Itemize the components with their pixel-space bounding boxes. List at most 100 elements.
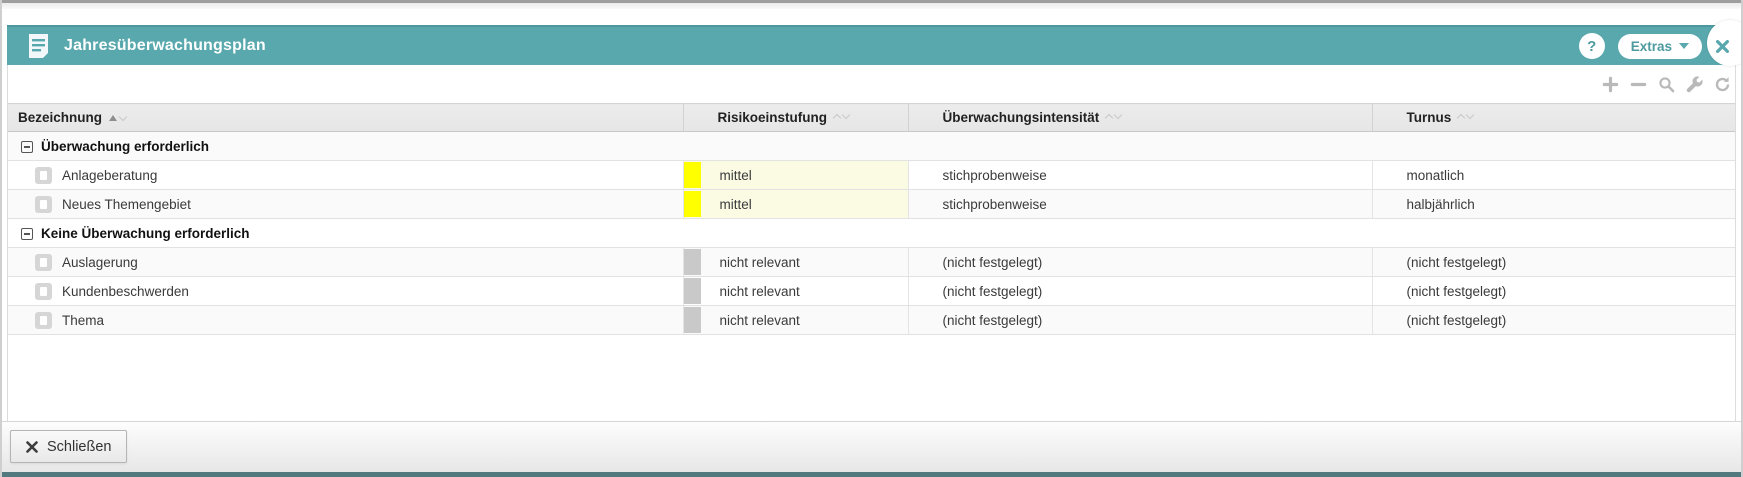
dialog-titlebar: Jahresüberwachungsplan ? Extras (7, 20, 1741, 66)
cell-bezeichnung: Kundenbeschwerden (8, 276, 683, 306)
table-row[interactable]: Neues Themengebiet mittel stichprobenweise… (8, 189, 1735, 219)
risk-color-swatch (683, 191, 701, 217)
jahresueberwachungsplan-table: Bezeichnung Risikoeinstufung Überwachungsi… (8, 103, 1735, 335)
turnus-value: (nicht festgelegt) (1406, 283, 1507, 299)
ueberwachungsintensitaet-value: (nicht festgelegt) (942, 312, 1043, 328)
cell-risikoeinstufung: mittel (682, 160, 908, 190)
dialog-title: Jahresüberwachungsplan (64, 37, 266, 54)
extras-button[interactable]: Extras (1617, 33, 1702, 59)
table-toolbar (8, 65, 1735, 103)
cell-ueberwachungsintensitaet: (nicht festgelegt) (907, 305, 1372, 335)
cell-turnus: (nicht festgelegt) (1371, 305, 1735, 335)
ueberwachungsintensitaet-value: stichprobenweise (942, 167, 1047, 183)
document-icon (35, 195, 52, 213)
column-header-3[interactable]: Turnus (1371, 103, 1735, 132)
risk-color-swatch (683, 249, 701, 275)
cell-turnus: (nicht festgelegt) (1371, 247, 1735, 277)
cell-turnus: halbjährlich (1371, 189, 1735, 219)
column-label: Bezeichnung (18, 110, 103, 125)
close-x-icon (26, 440, 38, 453)
close-button[interactable] (1707, 20, 1741, 66)
collapse-minus-icon[interactable] (21, 227, 33, 240)
bezeichnung-value: Neues Themengebiet (62, 196, 191, 212)
turnus-value: (nicht festgelegt) (1406, 254, 1507, 270)
bezeichnung-value: Anlageberatung (62, 167, 158, 183)
table-row[interactable]: Auslagerung nicht relevant (nicht festgele… (8, 247, 1735, 277)
risikoeinstufung-value: nicht relevant (719, 254, 800, 270)
bezeichnung-value: Thema (62, 312, 105, 328)
close-icon (1715, 39, 1729, 53)
cell-risikoeinstufung: nicht relevant (682, 276, 908, 306)
column-label: Überwachungsintensität (942, 110, 1100, 125)
jahresueberwachungsplan-dialog: Jahresüberwachungsplan ? Extras (7, 20, 1741, 421)
add-icon[interactable] (1601, 75, 1619, 93)
cell-bezeichnung: Anlageberatung (8, 160, 683, 190)
chevron-down-icon (1679, 43, 1689, 49)
risikoeinstufung-value: nicht relevant (719, 312, 800, 328)
document-title-icon (27, 33, 50, 59)
risikoeinstufung-value: mittel (719, 167, 752, 183)
cell-ueberwachungsintensitaet: stichprobenweise (907, 160, 1372, 190)
turnus-value: (nicht festgelegt) (1406, 312, 1507, 328)
cell-risikoeinstufung: nicht relevant (682, 247, 908, 277)
cell-bezeichnung: Thema (8, 305, 683, 335)
group-cell: Überwachung erforderlich (8, 131, 1735, 161)
turnus-value: monatlich (1406, 167, 1465, 183)
ueberwachungsintensitaet-value: (nicht festgelegt) (942, 283, 1043, 299)
document-icon (35, 311, 52, 329)
settings-icon[interactable] (1685, 75, 1703, 93)
sort-arrows-icon (1105, 110, 1123, 123)
column-header-0[interactable]: Bezeichnung (8, 103, 683, 132)
group-label: Keine Überwachung erforderlich (41, 225, 250, 241)
window-bottom-border (2, 472, 1741, 477)
cell-risikoeinstufung: mittel (682, 189, 908, 219)
cell-bezeichnung: Neues Themengebiet (8, 189, 683, 219)
table-row[interactable]: Thema nicht relevant (nicht festgelegt) (ni… (8, 305, 1735, 335)
group-label: Überwachung erforderlich (41, 138, 210, 154)
ueberwachungsintensitaet-value: (nicht festgelegt) (942, 254, 1043, 270)
ueberwachungsintensitaet-value: stichprobenweise (942, 196, 1047, 212)
help-button[interactable]: ? (1578, 33, 1605, 59)
column-header-1[interactable]: Risikoeinstufung (682, 103, 908, 132)
document-icon (35, 253, 52, 271)
refresh-icon[interactable] (1713, 75, 1731, 93)
remove-icon[interactable] (1629, 75, 1647, 93)
document-icon (35, 282, 52, 300)
column-label: Risikoeinstufung (717, 110, 828, 125)
dialog-footer: Schließen (2, 421, 1741, 472)
table-row[interactable]: Kundenbeschwerden nicht relevant (nicht fe… (8, 276, 1735, 306)
cell-turnus: monatlich (1371, 160, 1735, 190)
close-dialog-button[interactable]: Schließen (10, 430, 128, 463)
group-row[interactable]: Keine Überwachung erforderlich (8, 218, 1735, 248)
cell-bezeichnung: Auslagerung (8, 247, 683, 277)
search-icon[interactable] (1657, 75, 1675, 93)
cell-ueberwachungsintensitaet: (nicht festgelegt) (907, 247, 1372, 277)
window-top-border (2, 0, 1741, 3)
cell-ueberwachungsintensitaet: stichprobenweise (907, 189, 1372, 219)
bezeichnung-value: Auslagerung (62, 254, 138, 270)
table-body: Überwachung erforderlich Anlageberatung mi… (8, 131, 1735, 335)
cell-turnus: (nicht festgelegt) (1371, 276, 1735, 306)
table-header-row: Bezeichnung Risikoeinstufung Überwachungsi… (8, 103, 1735, 132)
turnus-value: halbjährlich (1406, 196, 1475, 212)
document-icon (35, 166, 52, 184)
sort-arrows-icon (109, 112, 128, 121)
sort-arrows-icon (832, 110, 851, 123)
risikoeinstufung-value: nicht relevant (719, 283, 800, 299)
risk-color-swatch (683, 307, 701, 333)
risk-color-swatch (683, 162, 701, 188)
table-row[interactable]: Anlageberatung mittel stichprobenweise mona… (8, 160, 1735, 190)
sort-arrows-icon (1457, 110, 1475, 123)
bezeichnung-value: Kundenbeschwerden (62, 283, 189, 299)
column-header-2[interactable]: Überwachungsintensität (907, 103, 1372, 132)
collapse-minus-icon[interactable] (21, 140, 33, 153)
window-top-gradient (2, 3, 1741, 9)
cell-ueberwachungsintensitaet: (nicht festgelegt) (907, 276, 1372, 306)
group-row[interactable]: Überwachung erforderlich (8, 131, 1735, 161)
group-cell: Keine Überwachung erforderlich (8, 218, 1735, 248)
risikoeinstufung-value: mittel (719, 196, 752, 212)
cell-risikoeinstufung: nicht relevant (682, 305, 908, 335)
column-label: Turnus (1406, 110, 1452, 125)
dialog-content: Bezeichnung Risikoeinstufung Überwachungsi… (7, 65, 1736, 421)
